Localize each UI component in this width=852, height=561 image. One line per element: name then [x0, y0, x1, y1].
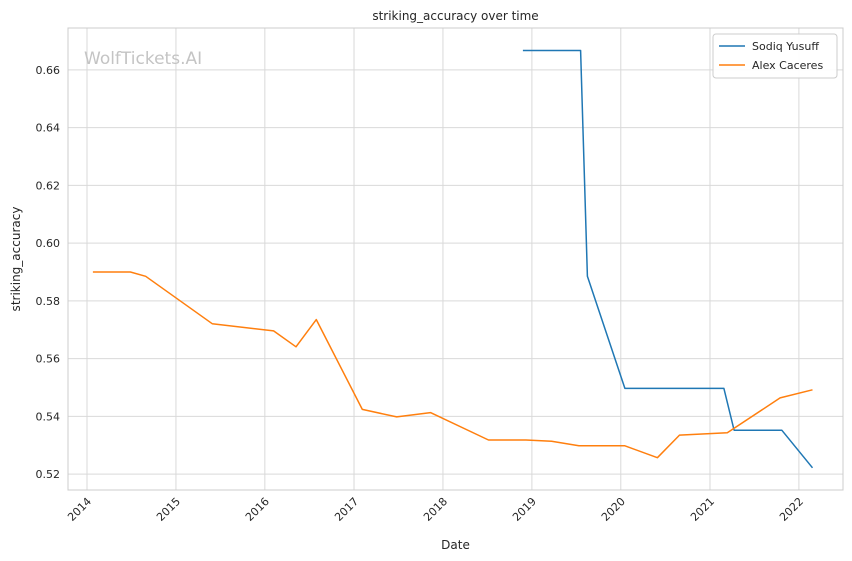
y-tick-label: 0.62	[36, 179, 61, 192]
legend-label-alex-caceres: Alex Caceres	[752, 59, 823, 72]
y-tick-label: 0.52	[36, 468, 61, 481]
y-tick-label: 0.66	[36, 64, 61, 77]
y-tick-label: 0.64	[36, 122, 61, 135]
y-tick-label: 0.60	[36, 237, 61, 250]
legend-box	[712, 33, 838, 79]
legend: Sodiq Yusuff Alex Caceres	[712, 33, 838, 79]
series-lines	[92, 49, 814, 469]
watermark: WolfTickets.AI	[84, 49, 202, 69]
y-axis-ticks: 0.52 0.54 0.56 0.58 0.60 0.62 0.64 0.66	[36, 64, 61, 481]
y-tick-label: 0.56	[36, 353, 61, 366]
series-line-alex-caceres	[92, 271, 813, 459]
y-tick-label: 0.58	[36, 295, 61, 308]
legend-label-sodiq-yusuff: Sodiq Yusuff	[752, 40, 819, 53]
series-line-sodiq-yusuff	[522, 49, 814, 469]
x-axis-title: Date	[441, 538, 470, 552]
chart-title: striking_accuracy over time	[372, 9, 538, 23]
plot-frame	[67, 27, 844, 491]
y-axis-title: striking_accuracy	[9, 207, 23, 312]
grid	[68, 28, 843, 490]
y-tick-label: 0.54	[36, 410, 61, 423]
